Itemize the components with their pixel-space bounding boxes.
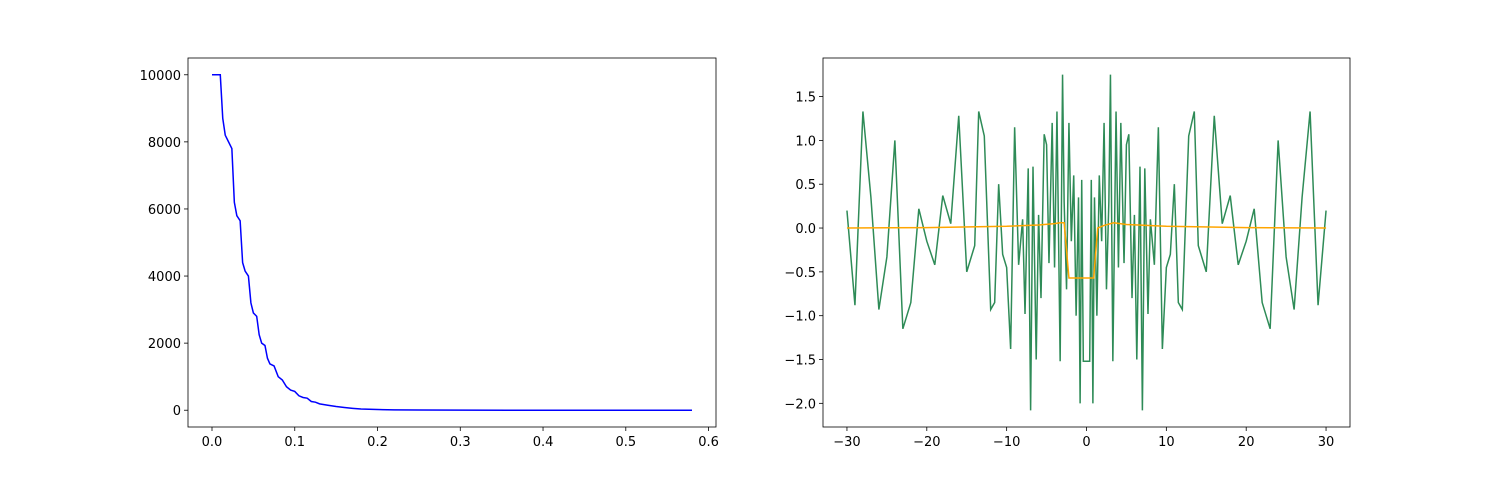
data-line xyxy=(846,74,1327,411)
y-tick-label: 8000 xyxy=(148,136,181,151)
x-tick-label: 30 xyxy=(1318,435,1335,450)
x-tick-label: 20 xyxy=(1238,435,1255,450)
y-tick-label: 10000 xyxy=(140,69,181,84)
x-tick-label: 0.5 xyxy=(615,435,636,450)
y-tick-label: 6000 xyxy=(148,203,181,218)
x-tick-label: 0.0 xyxy=(202,435,223,450)
axes-frame xyxy=(187,57,717,428)
y-tick-label: −2.0 xyxy=(784,397,816,412)
y-tick-label: 0 xyxy=(173,404,181,419)
x-tick-label: 10 xyxy=(1158,435,1175,450)
x-tick-label: 0.1 xyxy=(284,435,305,450)
x-tick-label: 0 xyxy=(1082,435,1090,450)
data-line xyxy=(212,74,693,411)
y-tick-label: 1.5 xyxy=(795,91,816,106)
x-tick-label: 0.6 xyxy=(698,435,719,450)
y-tick-label: 0.5 xyxy=(795,178,816,193)
y-tick-label: 2000 xyxy=(148,337,181,352)
x-tick-label: 0.3 xyxy=(450,435,471,450)
x-tick-label: 0.4 xyxy=(533,435,554,450)
y-tick-label: 4000 xyxy=(148,270,181,285)
x-tick-label: −10 xyxy=(993,435,1020,450)
y-tick-label: −1.5 xyxy=(784,354,816,369)
data-line xyxy=(846,222,1327,279)
y-tick-label: −0.5 xyxy=(784,266,816,281)
x-tick-label: 0.2 xyxy=(367,435,388,450)
y-tick-label: −1.0 xyxy=(784,310,816,325)
axes-frame xyxy=(822,57,1351,428)
y-tick-label: 0.0 xyxy=(795,222,816,237)
y-tick-label: 1.0 xyxy=(795,134,816,149)
x-tick-label: −30 xyxy=(833,435,860,450)
x-tick-label: −20 xyxy=(913,435,940,450)
